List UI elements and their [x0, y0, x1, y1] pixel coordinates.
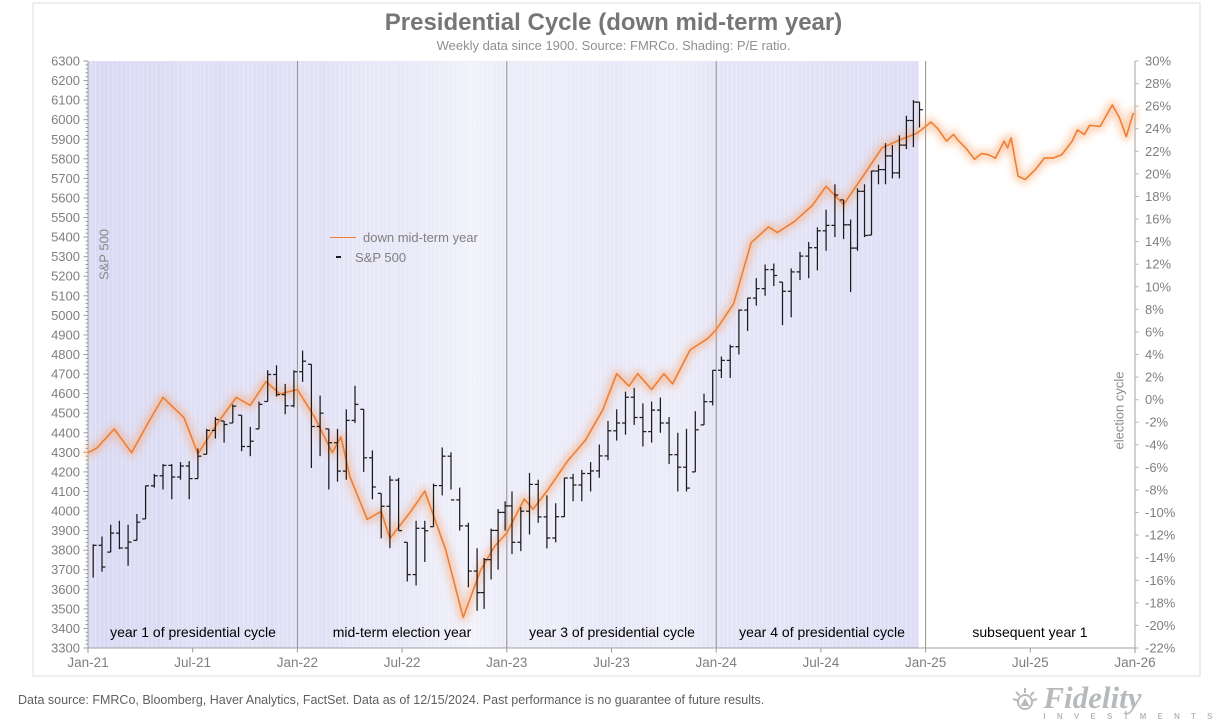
y-right-tick-label: -2% [1145, 415, 1169, 430]
y-left-tick-label: 3500 [51, 601, 80, 616]
y-right-tick-label: -4% [1145, 437, 1169, 452]
legend: down mid-term year S&P 500 [330, 227, 478, 267]
footer-disclaimer: Data source: FMRCo, Bloomberg, Haver Ana… [18, 693, 765, 707]
y-right-tick-label: 22% [1145, 144, 1171, 159]
y-left-tick-label: 3300 [51, 641, 80, 656]
x-tick-label: Jan-21 [67, 655, 108, 670]
section-dividers [296, 61, 927, 648]
left-axis-ticks [83, 60, 88, 649]
section-label-midterm: mid-term election year [332, 624, 472, 640]
chart-title: Presidential Cycle (down mid-term year) [384, 9, 843, 36]
x-tick-label: Jan-26 [1114, 655, 1155, 670]
fidelity-sun-icon [1011, 687, 1039, 720]
fidelity-wordmark: Fidelity [1043, 680, 1142, 715]
y-left-tick-label: 4200 [51, 464, 80, 479]
section-label-year1: year 1 of presidential cycle [110, 624, 276, 640]
x-axis-labels: Jan-21 Jul-21 Jan-22 Jul-22 Jan-23 Jul-23 Jan-… [67, 648, 1156, 670]
y-right-tick-label: 0% [1145, 392, 1164, 407]
y-right-tick-label: 10% [1145, 279, 1171, 294]
y-left-tick-label: 5700 [51, 171, 80, 186]
y-left-tick-label: 3600 [51, 582, 80, 597]
y-right-tick-label: 18% [1145, 189, 1171, 204]
chart-frame [32, 2, 1201, 677]
x-tick-label: Jan-22 [277, 655, 318, 670]
section-label-subsequent: subsequent year 1 [972, 624, 1088, 640]
y-right-tick-label: 8% [1145, 302, 1164, 317]
y-right-tick-label: 14% [1145, 234, 1171, 249]
y-left-tick-label: 5100 [51, 288, 80, 303]
y-right-tick-label: -18% [1145, 595, 1176, 610]
y-left-tick-label: 3800 [51, 543, 80, 558]
fidelity-logo: Fidelity I N V E S T M E N T S [1011, 680, 1217, 721]
x-tick-label: Jan-24 [696, 655, 738, 670]
y-left-tick-label: 5900 [51, 132, 80, 147]
y-left-tick-label: 6100 [51, 93, 80, 108]
y-left-tick-label: 5800 [51, 151, 80, 166]
legend-label-sp500: S&P 500 [355, 249, 407, 265]
right-axis-title: election cycle [1111, 371, 1127, 450]
y-left-tick-label: 3700 [51, 562, 80, 577]
y-left-tick-label: 6200 [51, 73, 80, 88]
y-left-tick-label: 4100 [51, 484, 80, 499]
y-left-tick-label: 5500 [51, 210, 80, 225]
y-left-tick-label: 4500 [51, 406, 80, 421]
left-axis-labels: 6300 6200 6100 6000 5900 5800 5700 5600 5500 5400… [51, 54, 80, 656]
x-tick-label: Jul-25 [1012, 655, 1049, 670]
x-tick-label: Jul-23 [593, 655, 630, 670]
cycle-line-swatch [330, 236, 356, 238]
y-left-tick-label: 3900 [51, 523, 80, 538]
right-axis-labels: 30% 28% 26% 24% 22% 20% 18% 16% 14% 12% 10% 8% 6% 4% 2… [1135, 54, 1176, 656]
y-right-tick-label: -8% [1145, 483, 1169, 498]
x-tick-label: Jan-25 [905, 655, 946, 670]
y-left-tick-label: 4900 [51, 327, 80, 342]
y-left-tick-label: 4400 [51, 425, 80, 440]
y-left-tick-label: 5200 [51, 269, 80, 284]
y-left-tick-label: 5600 [51, 191, 80, 206]
y-left-tick-label: 4700 [51, 367, 80, 382]
y-right-tick-label: 12% [1145, 257, 1171, 272]
y-right-tick-label: 6% [1145, 324, 1164, 339]
y-right-tick-label: 28% [1145, 76, 1171, 91]
chart-subtitle: Weekly data since 1900. Source: FMRCo. S… [436, 38, 791, 53]
sp500-bar-swatch [336, 256, 341, 258]
y-left-tick-label: 3400 [51, 621, 80, 636]
x-tick-label: Jan-23 [486, 655, 527, 670]
y-left-tick-label: 4000 [51, 504, 80, 519]
y-left-tick-label: 5400 [51, 230, 80, 245]
x-tick-label: Jul-24 [803, 655, 840, 670]
y-left-tick-label: 4800 [51, 347, 80, 362]
x-tick-label: Jul-22 [384, 655, 421, 670]
y-right-tick-label: -14% [1145, 550, 1176, 565]
y-right-tick-label: -16% [1145, 573, 1176, 588]
x-tick-label: Jul-21 [174, 655, 211, 670]
y-right-tick-label: 16% [1145, 212, 1171, 227]
section-label-year3: year 3 of presidential cycle [529, 624, 695, 640]
y-left-tick-label: 4600 [51, 386, 80, 401]
y-right-tick-label: 4% [1145, 347, 1164, 362]
left-axis-title: S&P 500 [96, 228, 112, 281]
section-label-year4: year 4 of presidential cycle [739, 624, 905, 640]
y-left-tick-label: 5300 [51, 249, 80, 264]
y-right-tick-label: 30% [1145, 54, 1171, 69]
y-left-tick-label: 4300 [51, 445, 80, 460]
legend-label-cycle: down mid-term year [363, 229, 478, 245]
y-left-tick-label: 6300 [51, 54, 80, 69]
fidelity-investments-text: I N V E S T M E N T S [1043, 712, 1217, 721]
y-right-tick-label: 2% [1145, 370, 1164, 385]
legend-item-cycle: down mid-term year [330, 227, 478, 247]
y-right-tick-label: -10% [1145, 505, 1176, 520]
y-right-tick-label: -22% [1145, 641, 1176, 656]
legend-item-sp500: S&P 500 [330, 247, 478, 267]
y-right-tick-label: -20% [1145, 618, 1176, 633]
sp500-bars [92, 100, 923, 611]
y-right-tick-label: -6% [1145, 460, 1169, 475]
y-left-tick-label: 5000 [51, 308, 80, 323]
y-right-tick-label: 26% [1145, 99, 1171, 114]
y-right-tick-label: 24% [1145, 121, 1171, 136]
pe-shading [88, 61, 919, 648]
y-right-tick-label: -12% [1145, 528, 1176, 543]
y-left-tick-label: 6000 [51, 112, 80, 127]
y-right-tick-label: 20% [1145, 166, 1171, 181]
